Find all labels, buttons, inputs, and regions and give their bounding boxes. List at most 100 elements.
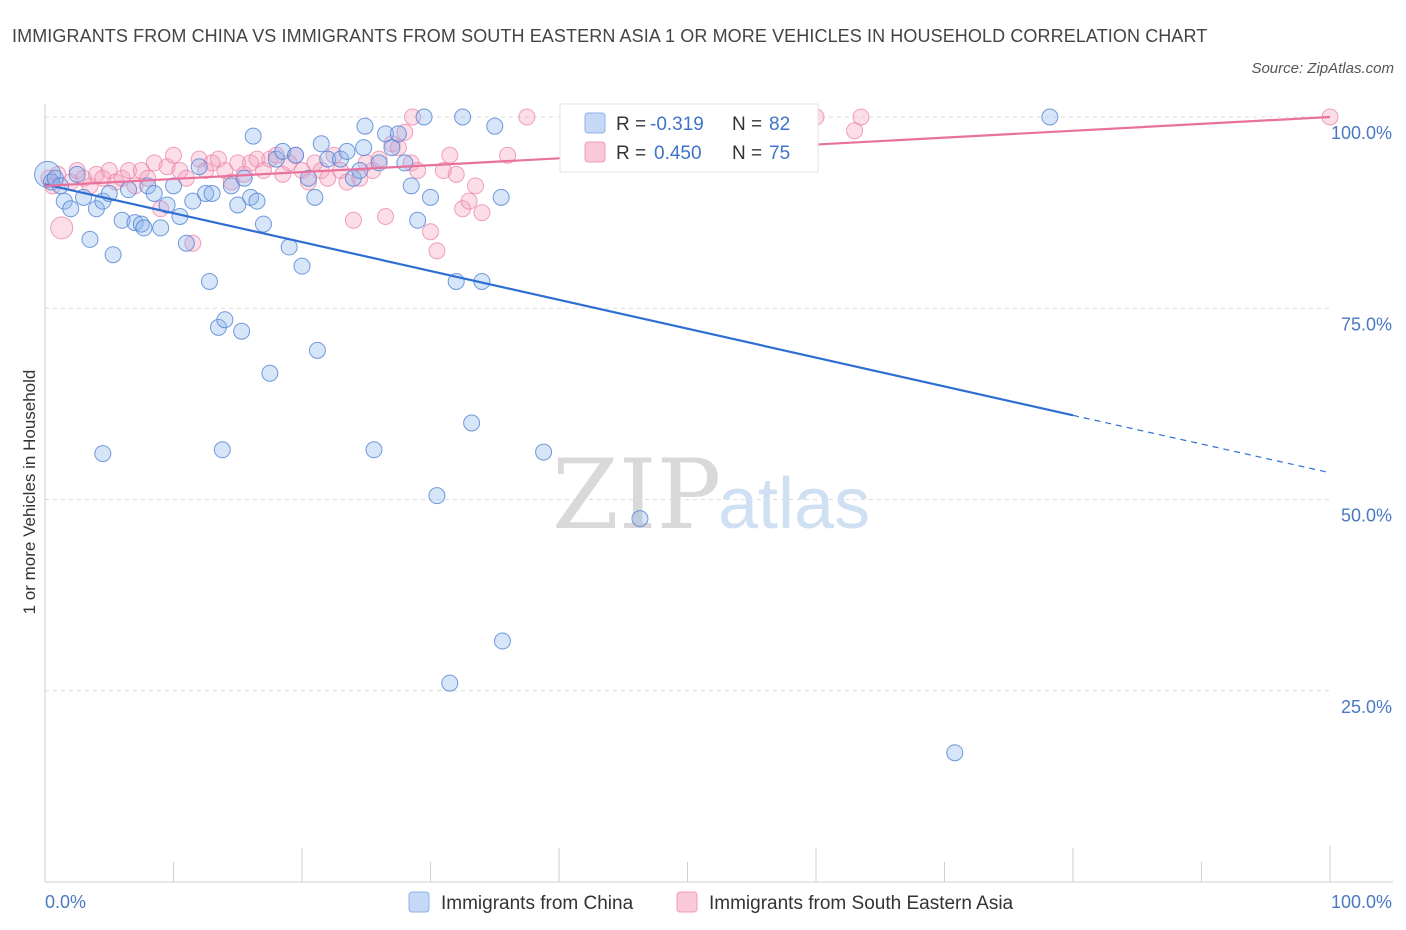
point-china — [415, 108, 433, 126]
point-china — [126, 214, 144, 232]
point-china — [235, 169, 253, 187]
legend-swatch-sea — [676, 891, 698, 913]
x-tick-label-left: 0.0% — [45, 892, 86, 912]
point-sea — [344, 211, 362, 229]
y-axis-title: 1 or more Vehicles in Household — [20, 370, 39, 615]
point-sea — [428, 242, 446, 260]
point-china — [535, 443, 553, 461]
point-china — [213, 441, 231, 459]
point-china — [152, 219, 170, 237]
point-china — [365, 441, 383, 459]
point-sea — [518, 108, 536, 126]
point-china — [306, 188, 324, 206]
point-china — [68, 165, 86, 183]
y-tick-label: 100.0% — [1331, 123, 1392, 143]
point-china — [177, 234, 195, 252]
point-china — [184, 192, 202, 210]
point-china — [493, 632, 511, 650]
point-china — [94, 445, 112, 463]
point-china — [454, 108, 472, 126]
point-china — [287, 146, 305, 164]
point-china — [244, 127, 262, 145]
point-china — [463, 414, 481, 432]
watermark-atlas: atlas — [718, 464, 870, 544]
point-sea — [441, 146, 459, 164]
point-sea — [460, 192, 478, 210]
point-china — [946, 744, 964, 762]
legend: Immigrants from China Immigrants from So… — [408, 891, 1014, 914]
stats-r-label-sea: R = — [616, 143, 646, 164]
point-china — [308, 341, 326, 359]
point-china — [351, 162, 369, 180]
stats-swatch-china — [584, 112, 606, 134]
point-china — [261, 364, 279, 382]
point-china — [492, 188, 510, 206]
point-sea — [466, 177, 484, 195]
point-china — [312, 135, 330, 153]
source-credit: Source: ZipAtlas.com — [1251, 60, 1394, 77]
point-sea — [120, 162, 138, 180]
point-china — [402, 177, 420, 195]
stats-box: R = -0.319 N = 82 R = 0.450 N = 75 — [559, 103, 819, 173]
watermark-zip: ZIP — [552, 439, 721, 551]
point-china — [486, 117, 504, 135]
stats-n-label-sea: N = — [732, 143, 762, 164]
point-china — [200, 272, 218, 290]
point-china — [222, 177, 240, 195]
point-china — [62, 200, 80, 218]
point-china — [1041, 108, 1059, 126]
point-sea — [389, 139, 407, 157]
point-china — [389, 125, 407, 143]
point-china — [383, 139, 401, 157]
series-china-points — [34, 108, 1059, 762]
point-china — [113, 211, 131, 229]
point-china — [229, 196, 247, 214]
x-tick-label-right: 100.0% — [1331, 892, 1392, 912]
point-sea — [299, 173, 317, 191]
point-china — [377, 125, 395, 143]
y-tick-label: 25.0% — [1341, 697, 1392, 717]
point-china — [422, 188, 439, 206]
stats-n-value-china: 82 — [769, 114, 790, 135]
axes — [44, 104, 1393, 883]
point-china — [319, 150, 337, 168]
legend-swatch-china — [408, 891, 430, 913]
point-sea — [846, 122, 864, 140]
point-sea — [422, 223, 439, 241]
point-china — [233, 322, 251, 340]
stats-n-value-sea: 75 — [769, 143, 790, 164]
y-tick-labels: 100.0% 75.0% 50.0% 25.0% — [1331, 123, 1392, 717]
point-china — [441, 674, 459, 692]
point-sea — [377, 207, 395, 225]
point-china — [216, 311, 234, 329]
point-sea — [404, 108, 422, 126]
y-tick-label: 75.0% — [1341, 314, 1392, 334]
point-china — [299, 169, 317, 187]
point-sea — [396, 123, 414, 141]
x-tick-labels: 0.0% 100.0% — [45, 892, 1392, 912]
point-china — [104, 246, 122, 264]
point-sea — [499, 146, 517, 164]
point-sea — [145, 154, 163, 172]
point-china — [396, 154, 414, 172]
point-china — [248, 192, 266, 210]
point-china — [254, 215, 272, 233]
point-china — [158, 196, 176, 214]
point-china — [355, 139, 373, 157]
stats-r-value-sea: 0.450 — [654, 143, 702, 164]
point-sea — [222, 173, 240, 191]
chart-title: IMMIGRANTS FROM CHINA VS IMMIGRANTS FROM… — [12, 26, 1208, 46]
stats-r-label-china: R = — [616, 114, 646, 135]
point-china — [203, 185, 221, 202]
point-china — [356, 117, 374, 135]
point-china — [190, 158, 208, 176]
stats-swatch-sea — [584, 141, 606, 163]
point-sea — [473, 204, 491, 222]
point-china — [409, 211, 427, 229]
y-tick-label: 50.0% — [1341, 506, 1392, 526]
point-sea — [434, 162, 452, 180]
point-china — [338, 142, 356, 160]
watermark: ZIP atlas — [552, 439, 870, 551]
trend-line-china — [44, 183, 1074, 417]
